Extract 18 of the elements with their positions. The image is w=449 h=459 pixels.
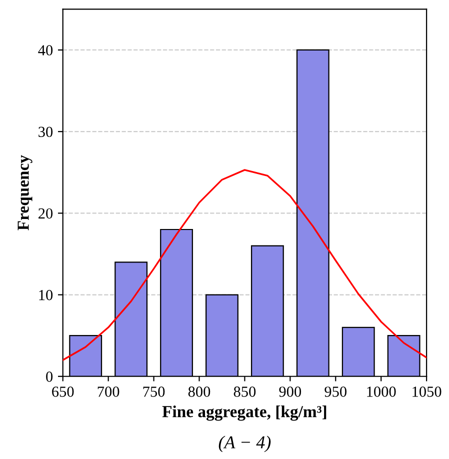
text: (A − 4)	[218, 436, 271, 452]
x-tick-label: 950	[324, 386, 347, 397]
x-tick-label: 1000	[367, 386, 396, 397]
x-tick-label: 750	[143, 386, 165, 397]
y-tick-label: 40	[38, 45, 53, 56]
x-tick-label: 850	[234, 386, 256, 397]
x-tick-label: 800	[188, 386, 210, 397]
y-tick-label: 30	[38, 126, 53, 138]
y-tick-label: 20	[38, 208, 53, 219]
y-tick-label: 10	[39, 290, 53, 300]
x-tick-label: 700	[98, 386, 120, 397]
y-axis-title: Frequency	[18, 155, 32, 230]
x-tick-label: 1050	[412, 386, 442, 397]
line-series	[62, 169, 427, 361]
x-tick-label: 650	[52, 386, 74, 397]
x-axis-title: Fine aggregate, [kg/m³]	[162, 406, 326, 421]
y-tick-label: 0	[46, 372, 53, 382]
x-tick-label: 900	[279, 386, 302, 397]
